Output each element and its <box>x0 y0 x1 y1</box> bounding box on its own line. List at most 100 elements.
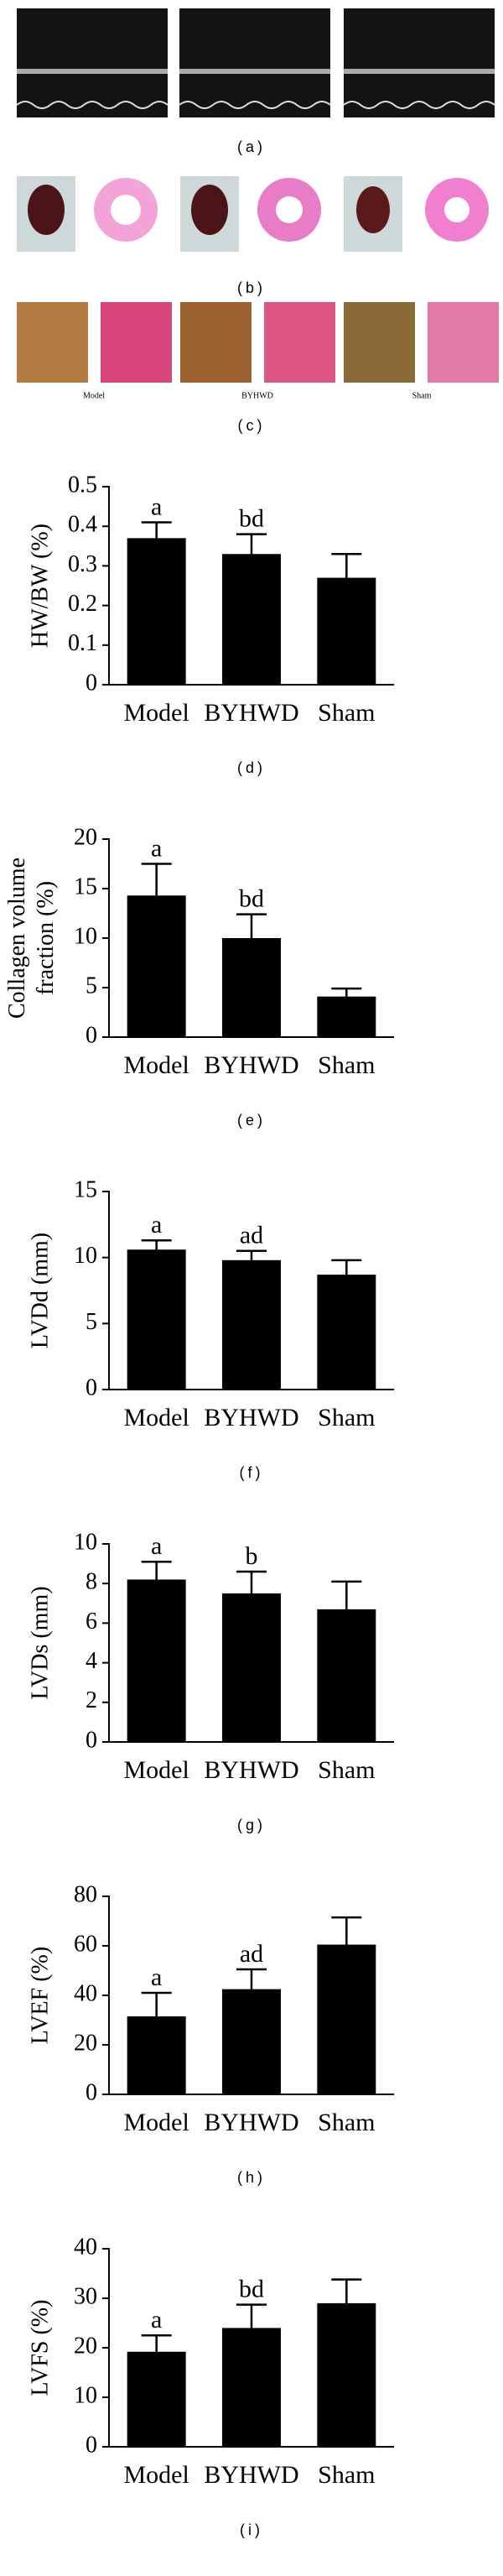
x-tick-label: Sham <box>318 1051 375 1079</box>
y-axis-label: HW/BW (%) <box>27 524 53 648</box>
bar <box>317 1275 376 1390</box>
y-axis-label: LVDd (mm) <box>27 1233 53 1348</box>
y-tick-label: 40 <box>74 2234 97 2260</box>
echo-images <box>16 8 495 117</box>
bar <box>222 1989 281 2094</box>
x-tick-label: BYHWD <box>204 1756 298 1784</box>
significance-label: a <box>151 1532 162 1560</box>
bar <box>222 2328 281 2447</box>
x-tick-label: Model <box>124 2461 189 2489</box>
y-tick-label: 0.1 <box>68 630 97 656</box>
y-tick-label: 0 <box>86 1374 97 1400</box>
bar <box>222 938 281 1037</box>
bar <box>317 996 376 1037</box>
y-tick-label: 40 <box>74 1980 97 2006</box>
y-tick-label: 0.5 <box>68 472 97 498</box>
bar <box>127 2016 186 2094</box>
error-bar <box>141 1560 172 1580</box>
y-tick-label: 0 <box>86 2079 97 2105</box>
bar <box>222 1259 281 1390</box>
error-bar <box>236 533 267 555</box>
y-tick-label: 10 <box>74 2382 97 2408</box>
x-tick-label: Sham <box>318 2109 375 2136</box>
caption: BYHWD <box>241 391 273 400</box>
y-tick-label: 60 <box>74 1931 97 1957</box>
x-tick-label: Sham <box>318 2461 375 2489</box>
y-tick-label: 15 <box>74 1176 97 1202</box>
bar <box>127 895 186 1037</box>
y-tick-label: 30 <box>74 2283 97 2309</box>
x-tick-label: Model <box>124 699 189 727</box>
y-axis-label-line: fraction (%) <box>33 881 59 995</box>
error-bar <box>141 521 172 539</box>
y-tick-label: 20 <box>74 824 97 850</box>
error-bar <box>236 1570 267 1593</box>
y-tick-label: 6 <box>86 1609 97 1635</box>
y-tick-label: 80 <box>74 1881 97 1907</box>
error-bar <box>331 987 362 997</box>
bar <box>317 1944 376 2094</box>
y-tick-label: 0.2 <box>68 591 97 617</box>
panel-label: (e) <box>237 1112 266 1129</box>
error-bar <box>331 2278 362 2303</box>
significance-label: ad <box>240 1940 263 1968</box>
significance-label: ad <box>240 1222 263 1249</box>
error-bar <box>331 552 362 578</box>
x-tick-label: BYHWD <box>204 2109 298 2136</box>
error-bar <box>236 1249 267 1260</box>
bar <box>317 577 376 685</box>
bar <box>222 554 281 685</box>
y-axis-label-line: Collagen volume <box>4 858 30 1019</box>
x-tick-label: Model <box>124 1756 189 1784</box>
y-tick-label: 10 <box>74 1529 97 1555</box>
y-axis-label: LVEF (%) <box>27 1947 53 2044</box>
bar <box>127 1579 186 1742</box>
error-bar <box>236 2303 267 2328</box>
panel-label: (d) <box>237 759 266 776</box>
y-tick-label: 2 <box>86 1687 97 1713</box>
y-tick-label: 0 <box>86 1022 97 1048</box>
y-tick-label: 5 <box>86 973 97 999</box>
y-tick-label: 15 <box>74 873 97 900</box>
x-tick-label: BYHWD <box>204 2461 298 2489</box>
significance-label: b <box>246 1542 258 1570</box>
y-tick-label: 0 <box>86 2432 97 2458</box>
y-tick-label: 0.3 <box>68 551 97 577</box>
panel-label: (c) <box>238 417 266 434</box>
bar <box>317 2302 376 2447</box>
x-tick-label: Model <box>124 1051 189 1079</box>
x-tick-label: Sham <box>318 1756 375 1784</box>
significance-label: a <box>151 493 162 520</box>
error-bar <box>331 1259 362 1275</box>
y-tick-label: 0.4 <box>68 512 97 538</box>
y-tick-label: 8 <box>86 1569 97 1595</box>
y-axis-label: LVFS (%) <box>27 2300 53 2396</box>
y-axis-label: LVDs (mm) <box>27 1586 53 1699</box>
y-tick-label: 0 <box>86 670 97 696</box>
significance-label: bd <box>239 885 264 913</box>
panel-label: (b) <box>237 279 266 296</box>
x-tick-label: Sham <box>318 699 375 727</box>
error-bar <box>141 2334 172 2352</box>
x-tick-label: Model <box>124 1404 189 1431</box>
histology-images <box>17 302 499 383</box>
y-tick-label: 4 <box>86 1648 97 1674</box>
significance-label: a <box>151 1963 162 1991</box>
error-bar <box>331 1916 362 1945</box>
panel-label: (h) <box>237 2169 266 2186</box>
y-tick-label: 5 <box>86 1309 97 1335</box>
error-bar <box>141 863 172 896</box>
x-tick-label: BYHWD <box>204 699 298 727</box>
bar <box>127 2351 186 2447</box>
x-tick-label: BYHWD <box>204 1404 298 1431</box>
y-tick-label: 10 <box>74 1243 97 1269</box>
error-bar <box>141 1238 172 1250</box>
y-tick-label: 10 <box>74 923 97 949</box>
panel-label: (a) <box>237 138 266 155</box>
x-tick-label: Model <box>124 2109 189 2136</box>
bar <box>222 1593 281 1742</box>
x-tick-label: Sham <box>318 1404 375 1431</box>
caption: Sham <box>412 391 432 400</box>
error-bar <box>236 913 267 938</box>
